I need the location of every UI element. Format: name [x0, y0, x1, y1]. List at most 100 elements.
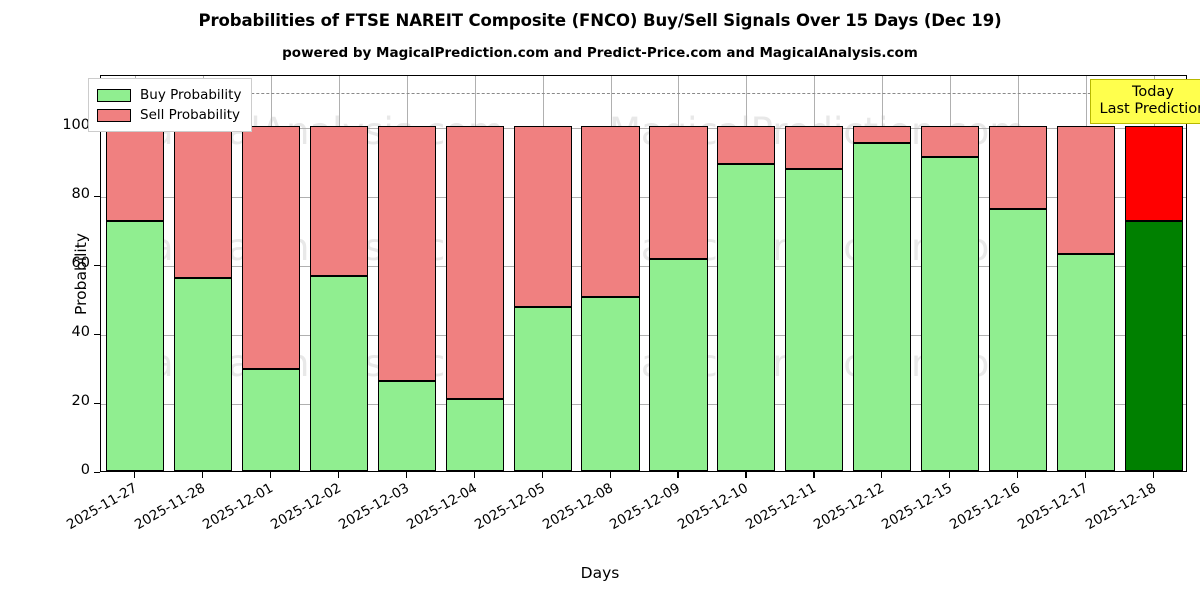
x-tick-mark [473, 472, 475, 478]
bar-group[interactable] [785, 76, 844, 471]
bar-group[interactable] [309, 76, 368, 471]
x-tick-label: 2025-12-16 [947, 480, 1024, 534]
y-tick-label: 0 [80, 462, 90, 478]
plot-area: MagicalAnalysis.comMagicalPrediction.com… [100, 75, 1187, 472]
bar-segment-sell[interactable] [513, 125, 572, 308]
bar-segment-buy[interactable] [377, 381, 436, 471]
bar-segment-buy[interactable] [1124, 220, 1184, 471]
bar-group[interactable] [1057, 76, 1116, 471]
bar-group[interactable] [513, 76, 572, 471]
bar-segment-sell[interactable] [785, 125, 844, 169]
legend-swatch-sell [97, 108, 131, 122]
bar-segment-sell[interactable] [1057, 125, 1116, 254]
bar-segment-buy[interactable] [105, 220, 164, 471]
x-tick-label: 2025-12-09 [607, 480, 684, 534]
bar-segment-sell[interactable] [989, 125, 1048, 209]
bar-segment-buy[interactable] [581, 296, 640, 471]
y-tick-label: 80 [71, 185, 90, 202]
bar-segment-sell[interactable] [921, 125, 980, 157]
x-tick-label: 2025-12-01 [199, 480, 276, 534]
x-tick-mark [269, 472, 272, 478]
y-tick-mark [94, 402, 100, 405]
bar-segment-sell[interactable] [309, 125, 368, 276]
threshold-dashed-line [101, 93, 1186, 95]
x-tick-label: 2025-12-05 [471, 480, 548, 534]
x-tick-mark [337, 472, 339, 478]
x-tick-label: 2025-12-08 [539, 480, 616, 534]
x-axis-label: Days [580, 564, 620, 582]
bar-segment-buy[interactable] [241, 369, 300, 471]
x-tick-label: 2025-12-03 [335, 480, 412, 534]
x-tick-mark [541, 472, 543, 478]
bar-segment-sell[interactable] [173, 125, 232, 278]
x-tick-label: 2025-12-12 [811, 480, 888, 534]
x-tick-mark [133, 472, 136, 478]
bar-group[interactable] [921, 76, 980, 471]
y-axis-label: Probability [71, 232, 90, 315]
today-annotation: Today Last Prediction [1089, 79, 1200, 124]
bar-segment-sell[interactable] [105, 125, 164, 221]
bar-group[interactable] [717, 76, 776, 471]
bar-group[interactable] [173, 76, 232, 471]
bar-segment-buy[interactable] [989, 208, 1048, 471]
chart-legend: Buy Probability Sell Probability [88, 78, 253, 132]
bar-group[interactable] [241, 76, 300, 471]
legend-item: Sell Probability [97, 105, 241, 125]
bar-segment-buy[interactable] [1057, 253, 1116, 471]
x-tick-mark [1153, 472, 1155, 478]
x-tick-label: 2025-12-11 [743, 480, 820, 534]
bar-segment-sell[interactable] [241, 125, 300, 370]
bar-segment-sell[interactable] [717, 125, 776, 164]
x-tick-mark [1017, 472, 1019, 478]
bar-segment-sell[interactable] [581, 125, 640, 297]
x-tick-mark [201, 472, 204, 478]
legend-label: Buy Probability [140, 87, 242, 103]
bar-segment-buy[interactable] [309, 275, 368, 471]
x-tick-mark [949, 472, 951, 478]
legend-swatch-buy [97, 88, 131, 102]
y-tick-mark [94, 333, 100, 336]
bar-segment-sell[interactable] [649, 125, 708, 259]
x-tick-label: 2025-12-18 [1083, 480, 1160, 534]
bar-group[interactable] [989, 76, 1048, 471]
y-tick-label: 20 [71, 392, 90, 409]
bar-segment-sell[interactable] [853, 125, 912, 144]
today-line-2: Last Prediction [1099, 100, 1200, 117]
chart-subtitle: powered by MagicalPrediction.com and Pre… [282, 45, 918, 61]
legend-label: Sell Probability [140, 107, 241, 123]
x-tick-mark [1085, 472, 1087, 478]
bar-segment-buy[interactable] [921, 156, 980, 471]
gridline-horizontal [101, 127, 1186, 129]
bar-segment-buy[interactable] [513, 307, 572, 471]
y-axis: Probability [72, 75, 101, 472]
bar-segment-buy[interactable] [785, 168, 844, 471]
today-line-1: Today [1131, 84, 1174, 100]
x-tick-mark [745, 472, 747, 478]
y-tick-label: 100 [62, 116, 90, 133]
x-tick-mark [405, 472, 407, 478]
bar-group[interactable] [649, 76, 708, 471]
x-tick-label: 2025-12-15 [879, 480, 956, 534]
gridline-horizontal [101, 334, 1186, 336]
bar-group[interactable] [445, 76, 504, 471]
bar-segment-buy[interactable] [173, 277, 232, 471]
bar-group[interactable] [853, 76, 912, 471]
x-tick-label: 2025-11-27 [64, 480, 140, 534]
y-tick-label: 40 [71, 323, 90, 340]
x-tick-label: 2025-11-28 [131, 480, 208, 534]
bar-segment-buy[interactable] [649, 258, 708, 471]
bar-segment-buy[interactable] [853, 143, 912, 471]
bar-segment-buy[interactable] [445, 398, 504, 471]
x-tick-mark [677, 472, 679, 478]
bar-segment-sell[interactable] [1124, 125, 1184, 221]
bar-segment-sell[interactable] [445, 125, 504, 399]
bar-group[interactable] [105, 76, 164, 471]
bar-group[interactable] [581, 76, 640, 471]
bar-group[interactable] [1124, 76, 1184, 471]
bar-group[interactable] [377, 76, 436, 471]
legend-item: Buy Probability [97, 85, 241, 105]
bar-segment-sell[interactable] [377, 125, 436, 382]
bar-segment-buy[interactable] [717, 163, 776, 471]
gridline-horizontal [101, 403, 1186, 405]
x-tick-label: 2025-12-02 [267, 480, 344, 534]
